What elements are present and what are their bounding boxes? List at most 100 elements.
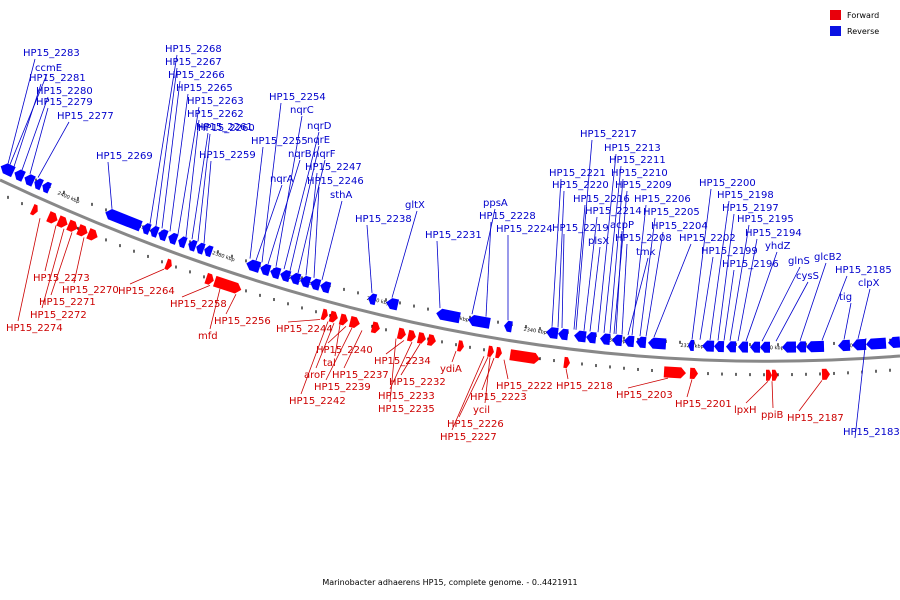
leader-line <box>471 208 496 315</box>
gene-label-hp15-2238: HP15_2238 <box>355 214 412 225</box>
leader-line <box>821 275 848 341</box>
reverse-gene-arrow <box>188 239 198 252</box>
reverse-gene-arrow <box>196 242 206 255</box>
tick-dash <box>763 373 765 377</box>
tick-dash <box>623 336 625 340</box>
reverse-gene-arrow <box>806 340 825 353</box>
leader-line <box>37 121 70 178</box>
tick-dash <box>581 362 583 366</box>
leader-line <box>627 377 669 389</box>
tick-dash <box>35 178 37 182</box>
gene-label-hp15-2210: HP15_2210 <box>611 168 668 179</box>
reverse-gene-arrow <box>796 341 807 353</box>
tick-dash <box>889 368 891 372</box>
gene-label-hp15-2258: HP15_2258 <box>170 299 227 310</box>
tick-dash <box>805 342 807 346</box>
gene-label-nqrf: nqrF <box>313 149 336 160</box>
forward-gene-arrow <box>348 316 360 329</box>
gene-label-nqra: nqrA <box>270 174 294 185</box>
leader-line <box>9 73 48 165</box>
tick-dash <box>105 208 107 212</box>
gene-label-hp15-2237: HP15_2237 <box>332 370 389 381</box>
reverse-gene-arrow <box>612 334 623 347</box>
leader-line <box>745 251 778 342</box>
leader-line <box>771 381 774 409</box>
tick-dash <box>189 270 191 274</box>
tick-dash <box>413 304 415 308</box>
forward-gene-arrow <box>328 310 338 323</box>
tick-dash <box>623 366 625 370</box>
gene-label-hp15-2273: HP15_2273 <box>33 273 90 284</box>
gene-label-hp15-2223: HP15_2223 <box>470 392 527 403</box>
tick-dash <box>455 343 457 347</box>
scale-label-2360-kbp: 2360 kbp <box>366 296 390 307</box>
legend-swatch-forward <box>830 10 841 20</box>
leader-line <box>775 281 809 342</box>
tick-dash <box>189 240 191 244</box>
gene-label-hp15-2240: HP15_2240 <box>316 345 373 356</box>
reverse-gene-arrow <box>158 229 169 242</box>
leader-line <box>209 288 221 330</box>
leader-line <box>149 54 178 224</box>
leader-line <box>621 243 628 335</box>
gene-label-hp15-2205: HP15_2205 <box>643 207 700 218</box>
reverse-gene-arrow <box>586 331 597 344</box>
gene-label-hp15-2272: HP15_2272 <box>30 310 87 321</box>
leader-line <box>261 102 282 263</box>
leader-line <box>203 160 212 244</box>
forward-gene-arrow <box>212 275 242 294</box>
tick-dash <box>777 373 779 377</box>
leader-line <box>325 327 353 381</box>
reverse-gene-arrow <box>260 263 272 276</box>
gene-label-ycil: ycil <box>473 405 490 416</box>
leader-line <box>451 356 485 431</box>
tick-dash <box>721 372 723 376</box>
gene-label-hp15-2202: HP15_2202 <box>679 233 736 244</box>
tick-dash <box>343 287 345 291</box>
leader-line <box>565 368 569 380</box>
gene-label-hp15-2194: HP15_2194 <box>745 228 802 239</box>
reverse-gene-arrow <box>574 330 587 343</box>
leader-line <box>185 119 200 238</box>
leader-line <box>255 184 283 261</box>
leader-line <box>597 153 617 333</box>
forward-gene-arrow <box>426 334 436 346</box>
reverse-gene-arrow <box>320 281 332 294</box>
reverse-gene-arrow <box>738 341 749 353</box>
tick-dash <box>259 293 261 297</box>
gene-label-gltx: gltX <box>405 200 425 211</box>
gene-label-glns: glnS <box>788 256 810 267</box>
gene-label-hp15-2222: HP15_2222 <box>496 381 553 392</box>
reverse-gene-arrow <box>246 259 262 273</box>
tick-dash <box>847 371 849 375</box>
forward-gene-arrow <box>204 272 214 285</box>
forward-gene-arrow <box>487 345 494 358</box>
tick-dash <box>63 190 65 194</box>
gene-label-stha: sthA <box>330 190 352 201</box>
gene-label-hp15-2262: HP15_2262 <box>187 109 244 120</box>
reverse-gene-arrow <box>14 169 26 182</box>
gene-label-hp15-2242: HP15_2242 <box>289 396 346 407</box>
gene-label-hp15-2209: HP15_2209 <box>615 180 672 191</box>
gene-label-mfd: mfd <box>198 331 218 342</box>
leader-line <box>717 213 735 341</box>
tick-dash <box>833 371 835 375</box>
tick-dash <box>539 327 541 331</box>
leader-line <box>385 340 405 355</box>
leader-line <box>699 256 714 340</box>
reverse-gene-arrow <box>866 337 887 350</box>
leader-line <box>267 159 301 265</box>
leader-line <box>315 322 335 369</box>
gene-label-hp15-2270: HP15_2270 <box>62 285 119 296</box>
reverse-gene-arrow <box>42 181 52 194</box>
reverse-gene-arrow <box>386 298 400 311</box>
forward-gene-arrow <box>765 369 772 381</box>
tick-dash <box>497 320 499 324</box>
leader-line <box>745 380 769 404</box>
tick-dash <box>735 372 737 376</box>
tick-dash <box>777 343 779 347</box>
gene-label-tig: tig <box>839 292 852 303</box>
leader-line <box>686 379 693 398</box>
gene-label-hp15-2183: HP15_2183 <box>843 427 900 438</box>
leader-line <box>627 257 649 336</box>
